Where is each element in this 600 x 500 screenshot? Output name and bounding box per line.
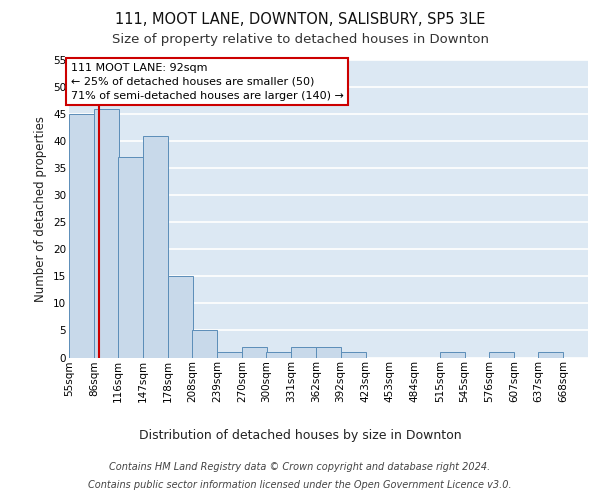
Bar <box>168 276 193 357</box>
Text: Contains public sector information licensed under the Open Government Licence v3: Contains public sector information licen… <box>88 480 512 490</box>
Bar <box>242 346 267 358</box>
Bar <box>316 346 341 358</box>
Text: Size of property relative to detached houses in Downton: Size of property relative to detached ho… <box>112 32 488 46</box>
Bar <box>489 352 514 358</box>
Text: 111 MOOT LANE: 92sqm
← 25% of detached houses are smaller (50)
71% of semi-detac: 111 MOOT LANE: 92sqm ← 25% of detached h… <box>71 62 343 100</box>
Text: Contains HM Land Registry data © Crown copyright and database right 2024.: Contains HM Land Registry data © Crown c… <box>109 462 491 472</box>
Bar <box>217 352 242 358</box>
Bar <box>69 114 94 358</box>
Bar <box>538 352 563 358</box>
Bar <box>440 352 464 358</box>
Bar <box>266 352 292 358</box>
Bar <box>292 346 316 358</box>
Bar <box>94 108 119 358</box>
Bar <box>341 352 365 358</box>
Bar <box>118 158 143 358</box>
Bar <box>193 330 217 357</box>
Bar <box>143 136 168 358</box>
Y-axis label: Number of detached properties: Number of detached properties <box>34 116 47 302</box>
Text: 111, MOOT LANE, DOWNTON, SALISBURY, SP5 3LE: 111, MOOT LANE, DOWNTON, SALISBURY, SP5 … <box>115 12 485 28</box>
Text: Distribution of detached houses by size in Downton: Distribution of detached houses by size … <box>139 428 461 442</box>
